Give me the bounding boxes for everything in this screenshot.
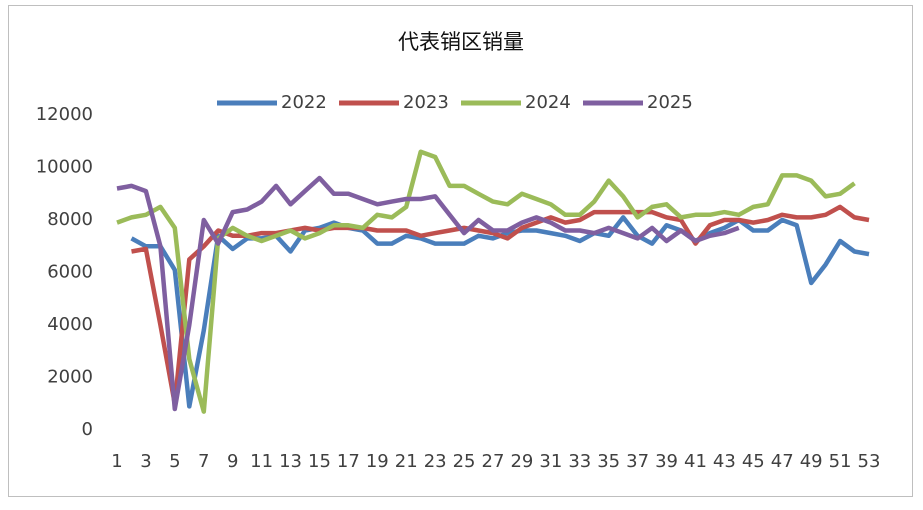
x-tick-label: 15	[308, 451, 331, 472]
y-tick-label: 4000	[47, 314, 93, 335]
y-tick-label: 10000	[36, 157, 93, 178]
x-tick-label: 31	[539, 451, 562, 472]
legend-label: 2025	[647, 92, 693, 113]
x-tick-label: 7	[198, 451, 209, 472]
legend-label: 2022	[281, 92, 327, 113]
legend-label: 2023	[403, 92, 449, 113]
y-tick-label: 2000	[47, 367, 93, 388]
x-tick-label: 9	[227, 451, 238, 472]
x-tick-label: 47	[771, 451, 794, 472]
x-tick-label: 43	[713, 451, 736, 472]
x-tick-label: 11	[250, 451, 273, 472]
x-tick-label: 49	[800, 451, 823, 472]
x-tick-label: 1	[111, 451, 122, 472]
series-line	[116, 175, 740, 412]
y-tick-label: 0	[82, 419, 93, 440]
x-tick-label: 21	[395, 451, 418, 472]
x-tick-label: 19	[366, 451, 389, 472]
x-tick-label: 17	[337, 451, 360, 472]
y-tick-label: 6000	[47, 262, 93, 283]
x-tick-label: 37	[626, 451, 649, 472]
y-tick-label: 8000	[47, 209, 93, 230]
x-tick-label: 23	[424, 451, 447, 472]
series-line	[131, 204, 870, 407]
x-tick-label: 5	[169, 451, 180, 472]
legend-label: 2024	[525, 92, 571, 113]
x-tick-label: 45	[742, 451, 765, 472]
x-tick-label: 53	[858, 451, 881, 472]
chart-title: 代表销区销量	[398, 30, 524, 54]
x-tick-label: 41	[684, 451, 707, 472]
y-tick-label: 12000	[36, 104, 93, 125]
x-tick-label: 25	[453, 451, 476, 472]
x-tick-label: 51	[829, 451, 852, 472]
x-tick-label: 29	[510, 451, 533, 472]
x-tick-label: 13	[279, 451, 302, 472]
x-tick-label: 39	[655, 451, 678, 472]
x-tick-label: 27	[482, 451, 505, 472]
x-tick-label: 35	[597, 451, 620, 472]
x-tick-label: 3	[140, 451, 151, 472]
series-line	[116, 149, 856, 414]
x-tick-label: 33	[568, 451, 591, 472]
